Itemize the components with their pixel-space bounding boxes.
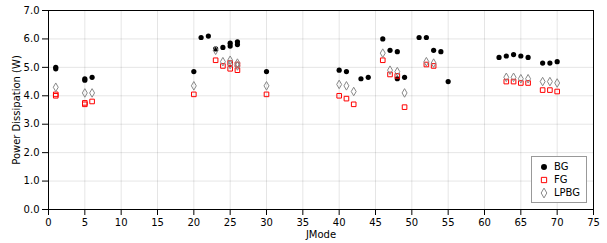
svg-text:60: 60: [478, 217, 491, 228]
html-text:LPBG: LPBG: [554, 187, 580, 198]
svg-text:4.0: 4.0: [24, 90, 40, 101]
svg-text:65: 65: [514, 217, 527, 228]
svg-text:25: 25: [224, 217, 237, 228]
html-text:FG: FG: [554, 174, 568, 185]
svg-text:20: 20: [187, 217, 200, 228]
svg-text:JMode: JMode: [305, 229, 336, 240]
svg-text:30: 30: [260, 217, 273, 228]
svg-text:Power Dissipation (W): Power Dissipation (W): [11, 55, 22, 165]
svg-text:50: 50: [405, 217, 418, 228]
svg-text:55: 55: [442, 217, 455, 228]
svg-text:5.0: 5.0: [24, 62, 40, 73]
svg-text:15: 15: [151, 217, 164, 228]
svg-text:45: 45: [369, 217, 382, 228]
svg-text:3.0: 3.0: [24, 118, 40, 129]
svg-text:5: 5: [82, 217, 88, 228]
svg-text:2.0: 2.0: [24, 147, 40, 158]
svg-text:35: 35: [296, 217, 309, 228]
svg-text:1.0: 1.0: [24, 175, 40, 186]
svg-text:75: 75: [587, 217, 600, 228]
svg-text:0.0: 0.0: [24, 204, 40, 215]
svg-text:0: 0: [45, 217, 51, 228]
svg-text:10: 10: [115, 217, 128, 228]
svg-text:7.0: 7.0: [24, 5, 40, 16]
svg-text:40: 40: [333, 217, 346, 228]
svg-text:70: 70: [551, 217, 564, 228]
svg-text:6.0: 6.0: [24, 33, 40, 44]
html-text:BG: BG: [554, 161, 569, 172]
